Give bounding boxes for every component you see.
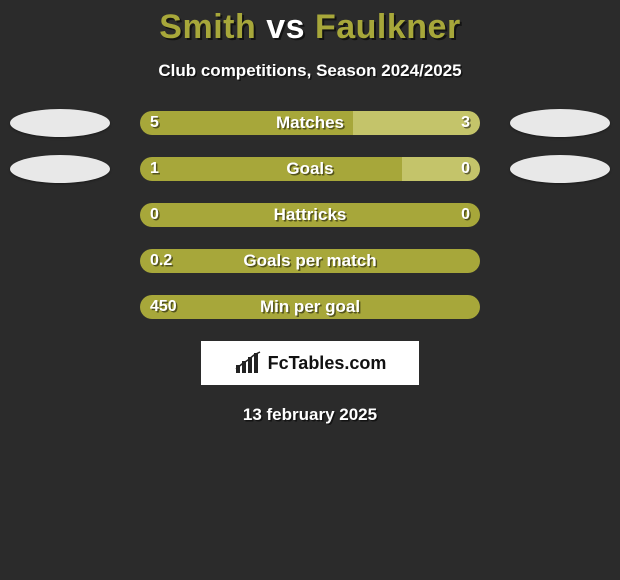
stat-bar-left-fill bbox=[140, 111, 353, 135]
subtitle: Club competitions, Season 2024/2025 bbox=[0, 61, 620, 81]
stat-bar-track: Goals per match bbox=[140, 249, 480, 273]
player2-name: Faulkner bbox=[315, 8, 461, 46]
stat-bar-track: Hattricks bbox=[140, 203, 480, 227]
stat-bar-left-fill bbox=[140, 157, 402, 181]
stat-row: Matches53 bbox=[0, 111, 620, 135]
bar-chart-icon bbox=[234, 351, 262, 375]
player-marker-ellipse bbox=[510, 109, 610, 137]
player1-name: Smith bbox=[159, 8, 256, 46]
comparison-infographic: Smith vs Faulkner Club competitions, Sea… bbox=[0, 0, 620, 580]
stat-bar-track: Min per goal bbox=[140, 295, 480, 319]
stat-bar-left-fill bbox=[140, 203, 480, 227]
stat-bar-track: Goals bbox=[140, 157, 480, 181]
player-marker-ellipse bbox=[10, 155, 110, 183]
stat-bar-left-fill bbox=[140, 295, 480, 319]
stat-row: Goals per match0.2 bbox=[0, 249, 620, 273]
player-marker-ellipse bbox=[10, 109, 110, 137]
date-label: 13 february 2025 bbox=[0, 405, 620, 425]
stat-bar-left-fill bbox=[140, 249, 480, 273]
stat-bar-right-fill bbox=[353, 111, 481, 135]
stat-row: Goals10 bbox=[0, 157, 620, 181]
stat-row: Min per goal450 bbox=[0, 295, 620, 319]
player-marker-ellipse bbox=[510, 155, 610, 183]
vs-label: vs bbox=[266, 8, 305, 46]
page-title: Smith vs Faulkner bbox=[0, 8, 620, 47]
source-logo: FcTables.com bbox=[201, 341, 419, 385]
source-logo-text: FcTables.com bbox=[268, 353, 387, 374]
stat-bar-right-fill bbox=[402, 157, 480, 181]
stat-row: Hattricks00 bbox=[0, 203, 620, 227]
stat-bar-track: Matches bbox=[140, 111, 480, 135]
stat-rows: Matches53 Goals10 Hattricks00 Goals per mat… bbox=[0, 111, 620, 319]
